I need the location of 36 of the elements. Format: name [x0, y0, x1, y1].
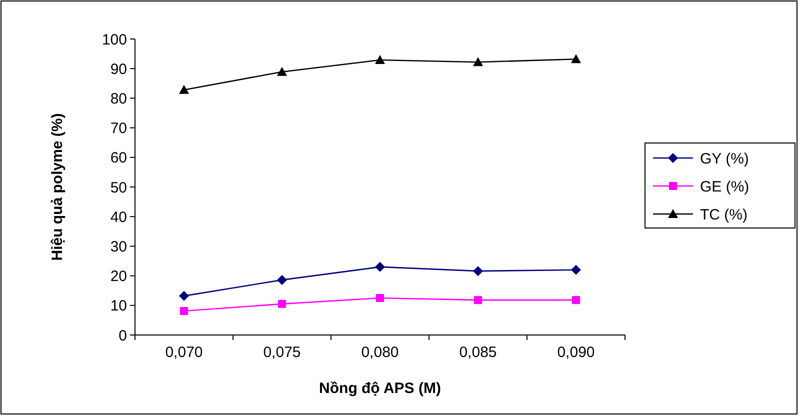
point [179, 84, 189, 94]
legend-label: GE (%) [700, 178, 750, 196]
y-tick-label: 30 [110, 238, 127, 256]
y-tick-label: 50 [110, 179, 127, 196]
point [375, 262, 385, 272]
y-axis-title: Hiệu quả polyme (%) [49, 113, 66, 261]
x-tick-label: 0,080 [361, 344, 399, 361]
point [180, 307, 188, 316]
x-tick-label: 0,075 [263, 344, 301, 361]
point [572, 296, 580, 304]
point [375, 55, 385, 64]
point [474, 296, 482, 304]
point [473, 266, 483, 276]
y-tick-label: 20 [110, 268, 127, 286]
point [277, 66, 287, 76]
point [376, 294, 384, 302]
point [571, 54, 581, 64]
x-tick-label: 0,070 [165, 344, 203, 361]
point [277, 274, 287, 285]
y-tick-label: 100 [102, 31, 127, 48]
y-tick-label: 80 [110, 90, 127, 108]
x-tick-label: 0,085 [459, 344, 497, 361]
y-tick-label: 60 [110, 150, 127, 167]
point [278, 300, 286, 308]
legend-label: GY (%) [700, 150, 749, 168]
y-tick-label: 40 [110, 208, 127, 226]
y-tick-label: 90 [110, 60, 127, 78]
y-tick-label: 70 [110, 120, 127, 138]
point [571, 264, 581, 275]
y-tick-label: 0 [118, 327, 127, 344]
y-tick-label: 10 [110, 298, 127, 315]
x-axis-title: Nồng độ APS (M) [319, 380, 441, 397]
point [179, 290, 189, 301]
point [473, 57, 483, 66]
x-tick-label: 0,090 [557, 344, 595, 361]
legend-label: TC (%) [700, 206, 748, 224]
